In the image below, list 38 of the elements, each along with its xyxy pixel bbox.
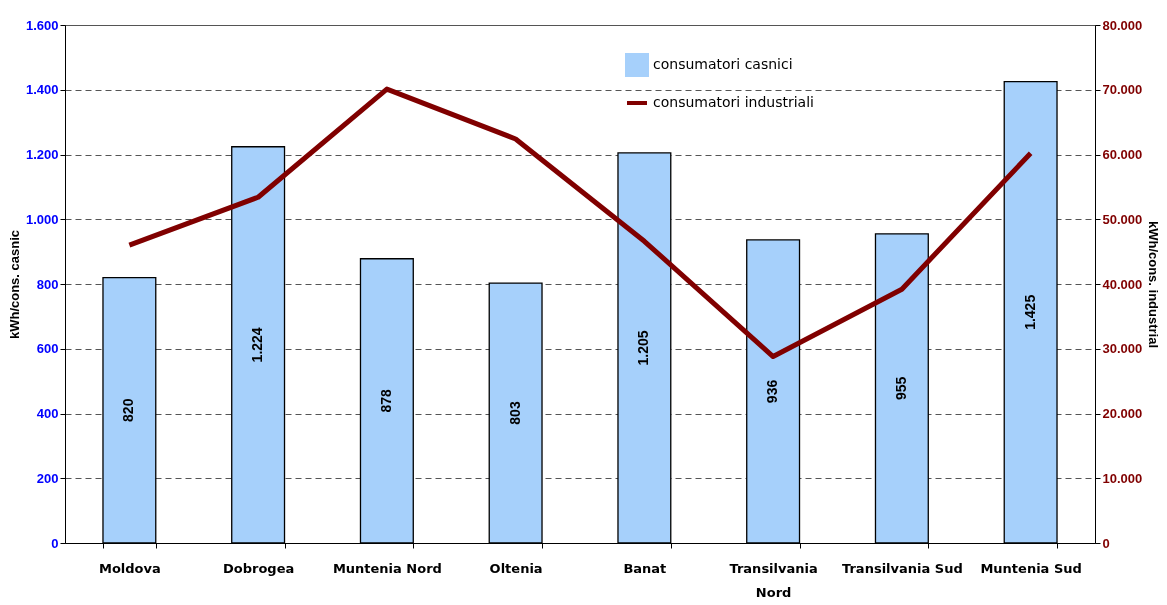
data-label: 936 (764, 379, 781, 404)
legend-label: consumatori industriali (653, 94, 814, 110)
data-label: 820 (120, 398, 137, 422)
data-label: 878 (377, 388, 394, 413)
legend-label: consumatori casnici (653, 56, 793, 72)
y2-tick-label: 20.000 (1102, 406, 1143, 421)
data-label: 803 (506, 401, 523, 425)
y2-tick-label: 80.000 (1102, 17, 1143, 33)
x-tick-label: Transilvania Sud (842, 560, 963, 576)
y2-tick-label: 0 (1102, 535, 1110, 551)
y-tick-label: 1.600 (25, 17, 59, 33)
y-tick-label: 1.400 (25, 82, 59, 98)
x-tick-label: Banat (623, 560, 667, 576)
x-tick-label: Muntenia Sud (980, 560, 1082, 576)
y-tick-label: 0 (51, 535, 59, 551)
y2-tick-label: 60.000 (1102, 147, 1143, 162)
data-label: 955 (892, 376, 909, 401)
data-label: 1.224 (249, 327, 266, 363)
x-tick-label: Moldova (98, 560, 161, 576)
y-axis-title: kWh/cons. casnic (6, 229, 22, 340)
x-tick-label: Oltenia (489, 560, 543, 576)
y2-tick-label: 30.000 (1102, 341, 1143, 357)
data-label: 1.425 (1021, 294, 1038, 330)
y2-tick-label: 40.000 (1102, 276, 1143, 292)
y-tick-label: 1.000 (25, 211, 59, 227)
y-tick-label: 400 (36, 406, 59, 421)
data-label: 1.205 (635, 330, 652, 366)
y2-tick-label: 70.000 (1102, 82, 1143, 98)
y-tick-label: 600 (36, 341, 59, 357)
x-tick-label: Transilvania Nord (729, 560, 818, 600)
y-tick-label: 200 (36, 470, 59, 486)
x-tick-label: Dobrogea (222, 560, 295, 576)
y-tick-label: 1.200 (25, 147, 59, 162)
y2-tick-label: 10.000 (1102, 470, 1143, 486)
y-tick-label: 800 (36, 276, 59, 292)
y2-tick-label: 50.000 (1102, 211, 1143, 227)
y2-axis-title: kWh/cons. industrial (1146, 220, 1162, 349)
x-tick-label: Muntenia Nord (332, 560, 442, 576)
